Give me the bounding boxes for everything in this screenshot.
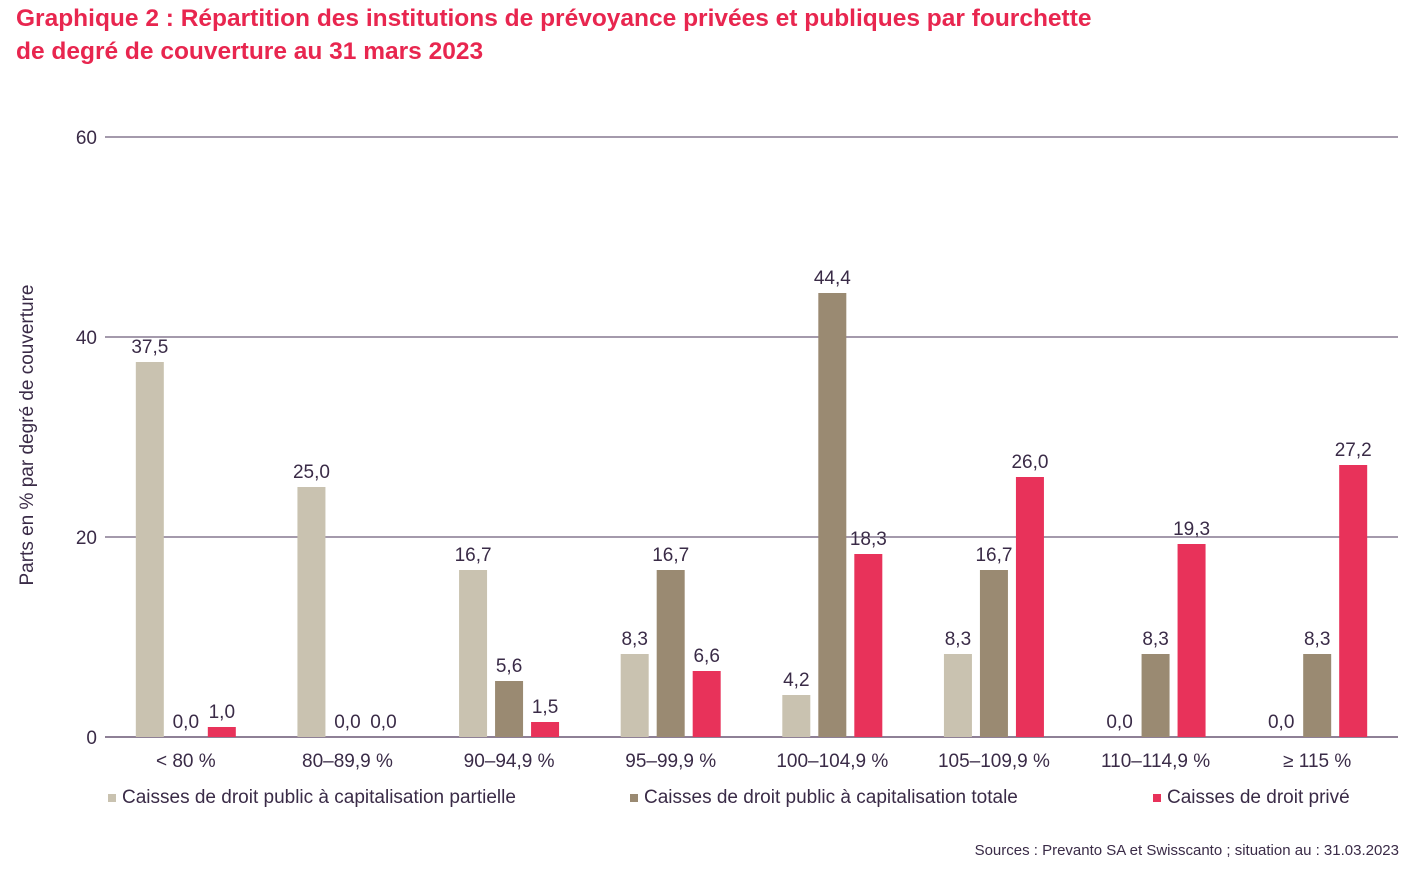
chart-title-line-2: de degré de couverture au 31 mars 2023 [16,38,484,65]
data-label: 8,3 [621,629,647,650]
legend-label: Caisses de droit public à capitalisation… [122,787,516,808]
source-note: Sources : Prevanto SA et Swisscanto ; si… [974,842,1399,859]
x-tick-label: 105–109,9 % [938,751,1050,772]
y-tick-label: 60 [76,128,97,149]
bar [207,727,236,737]
data-label: 25,0 [293,462,330,483]
x-tick-label: ≥ 115 % [1283,751,1351,772]
data-label: 16,7 [455,545,492,566]
bar [1015,477,1044,737]
data-label: 16,7 [975,545,1012,566]
data-label: 0,0 [334,712,360,733]
data-label: 1,0 [209,702,235,723]
chart-title: Graphique 2 : Répartition des institutio… [16,2,1406,68]
legend-swatch [108,794,116,802]
bar [692,671,721,737]
x-tick-label: 100–104,9 % [776,751,888,772]
legend-item: Caisses de droit public à capitalisation… [108,787,516,809]
data-label: 1,5 [532,697,558,718]
data-label: 19,3 [1173,519,1210,540]
data-label: 44,4 [814,268,851,289]
y-axis-title: Parts en % par degré de couverture [17,284,38,586]
x-tick-label: 110–114,9 % [1101,751,1210,772]
x-tick-label: 95–99,9 % [625,751,716,772]
bar [135,362,164,737]
data-label: 18,3 [850,529,887,550]
bar [531,722,560,737]
x-tick-label: 80–89,9 % [302,751,393,772]
bar [818,293,847,737]
data-label: 0,0 [1106,712,1132,733]
bar [656,570,685,737]
legend-item: Caisses de droit public à capitalisation… [630,787,1018,809]
legend-swatch [630,794,638,802]
bar [495,681,524,737]
bar [459,570,488,737]
bar [1339,465,1368,737]
legend-label: Caisses de droit public à capitalisation… [644,787,1018,808]
data-label: 8,3 [1142,629,1168,650]
data-label: 0,0 [370,712,396,733]
bar [854,554,883,737]
legend: Caisses de droit public à capitalisation… [0,787,1413,817]
bar [782,695,811,737]
legend-item: Caisses de droit privé [1153,787,1350,809]
data-label: 0,0 [1268,712,1294,733]
x-tick-label: < 80 % [156,751,216,772]
legend-label: Caisses de droit privé [1167,787,1350,808]
bar [1177,544,1206,737]
x-tick-label: 90–94,9 % [464,751,555,772]
data-label: 8,3 [945,629,971,650]
bar [620,654,649,737]
data-label: 6,6 [693,646,719,667]
data-label: 0,0 [173,712,199,733]
data-label: 8,3 [1304,629,1330,650]
bar [943,654,972,737]
data-label: 16,7 [652,545,689,566]
data-label: 4,2 [783,670,809,691]
bar [1141,654,1170,737]
y-tick-label: 0 [86,728,97,749]
y-tick-label: 40 [76,328,97,349]
data-label: 37,5 [131,337,168,358]
data-label: 5,6 [496,656,522,677]
bar [297,487,326,737]
data-label: 26,0 [1011,452,1048,473]
data-label: 27,2 [1335,440,1372,461]
bar [1303,654,1332,737]
legend-swatch [1153,794,1161,802]
chart-title-line-1: Graphique 2 : Répartition des institutio… [16,5,1092,32]
y-tick-label: 20 [76,528,97,549]
bar [979,570,1008,737]
